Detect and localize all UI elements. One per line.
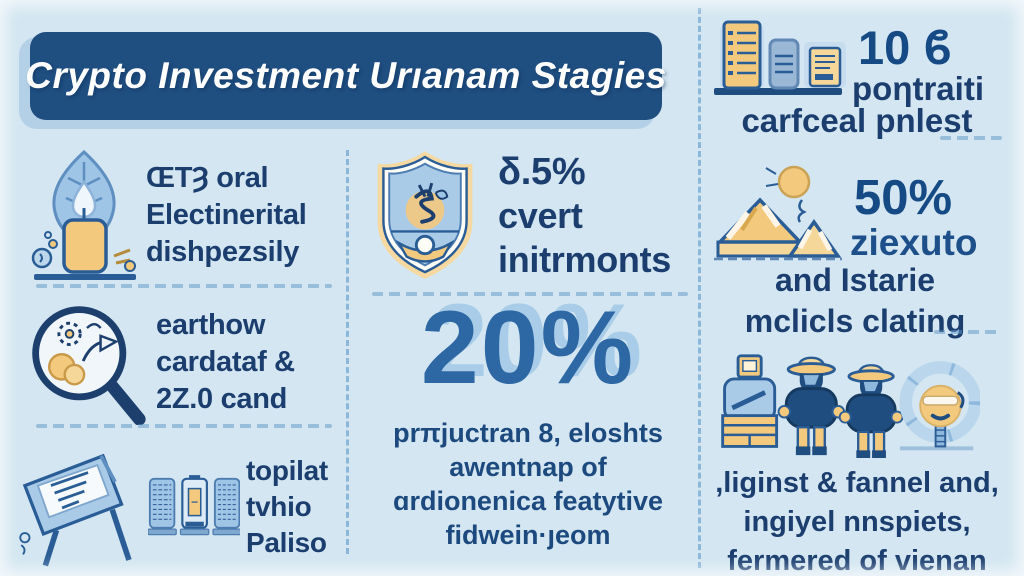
text-line: awentnap of bbox=[449, 452, 607, 482]
text-line: Paliso bbox=[246, 527, 327, 558]
text-line: fermered of vienan bbox=[727, 545, 987, 576]
text-line: ɑrdionenica featytive bbox=[392, 486, 664, 516]
column-divider-left bbox=[346, 150, 349, 554]
section-text: topilat tvhio Paliso bbox=[246, 453, 328, 561]
text-line: ,liginst & fannel and, bbox=[715, 467, 999, 499]
column-divider-right bbox=[698, 8, 701, 568]
text-line: 2Z.0 cand bbox=[156, 382, 288, 415]
text-line: prπjuctran 8, eloshts bbox=[393, 418, 663, 448]
stat-value: δ.5% bbox=[498, 151, 586, 193]
text-line: earthow bbox=[156, 308, 266, 341]
big-stat-20-percent: 20% bbox=[420, 290, 636, 406]
section-caption: carfceal pnlest bbox=[741, 102, 973, 139]
text-line: cvert bbox=[498, 195, 583, 236]
section-electinerital: ŒTȜ oral Electinerital dishpezsily bbox=[28, 146, 344, 284]
text-line: ŒTȜ oral bbox=[146, 161, 269, 194]
micro-text-line bbox=[934, 330, 1002, 334]
text-line: and Istarie bbox=[774, 262, 936, 298]
text-line: tvhio bbox=[246, 491, 312, 522]
micro-text-line bbox=[36, 284, 332, 288]
shield-icon bbox=[377, 151, 473, 279]
title-banner: Crypto Investment Urıanam Stagies bbox=[25, 32, 666, 120]
stat-label: poηtraiti bbox=[852, 70, 984, 107]
magnifier-icon bbox=[32, 306, 146, 425]
section-topilat: topilat tvhio Paliso bbox=[10, 440, 346, 574]
section-caption: and Istarie mclicls clating bbox=[700, 260, 1010, 342]
text-line: dishpezsily bbox=[146, 235, 300, 268]
micro-text-line bbox=[36, 424, 332, 428]
section-text: ŒTȜ oral Electinerital dishpezsily bbox=[146, 160, 307, 271]
page-title: Crypto Investment Urıanam Stagies bbox=[25, 55, 667, 96]
section-cvert-initrmonts: δ.5% cvert initrmonts bbox=[366, 146, 696, 286]
middle-paragraph: prπjuctran 8, eloshts awentnap of ɑrdion… bbox=[352, 416, 704, 552]
section-text: δ.5% cvert initrmonts bbox=[498, 150, 671, 282]
text-line: mclicls clating bbox=[744, 303, 966, 339]
documents-bars-icon bbox=[712, 18, 852, 100]
section-text: earthow cardataf & 2Z.0 cand bbox=[156, 307, 295, 418]
section-caption: ,liginst & fannel and, ingiyel nnspiets,… bbox=[692, 464, 1022, 576]
leaf-candle-icon bbox=[31, 149, 136, 280]
text-line: ingiyel nnspiets, bbox=[743, 506, 971, 538]
text-line: topilat bbox=[246, 455, 328, 486]
micro-text-line bbox=[372, 292, 688, 296]
stat-value: 10 ϐ bbox=[858, 21, 953, 74]
text-line: Electinerital bbox=[146, 198, 307, 231]
mountains-sun-icon bbox=[712, 160, 844, 280]
section-earthow: earthow cardataf & 2Z.0 cand bbox=[26, 300, 344, 425]
stat-label: ziexuto bbox=[850, 222, 978, 263]
drafting-table-icon bbox=[19, 453, 132, 567]
battery-docs-icon bbox=[148, 475, 240, 536]
text-line: cardataf & bbox=[156, 345, 295, 378]
workers-and-badge-icon bbox=[712, 352, 980, 458]
stat-value: 50% bbox=[854, 171, 953, 225]
text-line: initrmonts bbox=[498, 239, 671, 280]
micro-text-line bbox=[940, 136, 1002, 140]
text-line: fidwein·ȷeom bbox=[445, 520, 611, 550]
